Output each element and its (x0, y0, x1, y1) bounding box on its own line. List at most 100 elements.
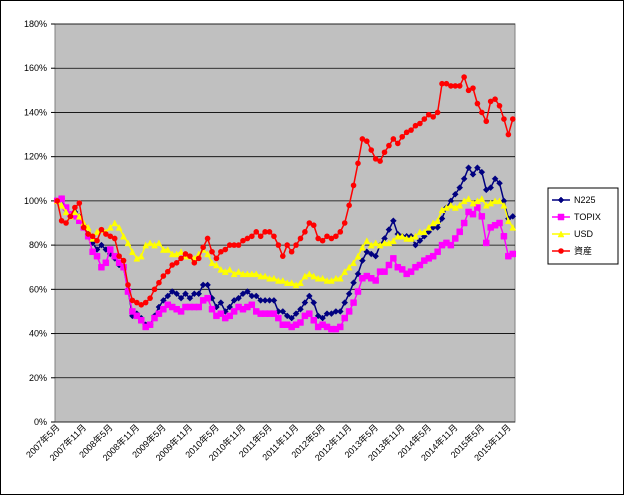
point (350, 299, 357, 306)
point (94, 237, 100, 244)
y-tick-label: 180% (24, 19, 47, 29)
point (417, 120, 423, 127)
point (345, 263, 353, 271)
point (138, 302, 145, 308)
point (385, 226, 393, 233)
point (134, 299, 140, 306)
point (293, 242, 299, 248)
point (218, 248, 224, 255)
point (168, 288, 176, 295)
point (208, 259, 216, 267)
point (465, 195, 472, 202)
point (345, 308, 353, 315)
point (425, 223, 433, 231)
point (261, 297, 269, 304)
point (195, 303, 202, 311)
point (310, 222, 317, 229)
point (243, 270, 251, 278)
point (500, 201, 508, 209)
point (324, 233, 330, 240)
point (310, 299, 318, 306)
point (138, 317, 145, 324)
point (195, 290, 203, 298)
point (478, 168, 486, 176)
point (315, 235, 321, 242)
y-tick-label: 0% (34, 417, 47, 427)
point (142, 299, 149, 306)
point (310, 272, 318, 280)
point (403, 234, 411, 242)
point (164, 292, 172, 300)
point (279, 276, 287, 284)
point (478, 195, 486, 202)
point (368, 147, 375, 153)
point (438, 206, 446, 213)
point (67, 213, 74, 220)
point (408, 127, 414, 133)
point (103, 231, 109, 237)
point (177, 248, 185, 255)
point (283, 312, 291, 320)
point (381, 149, 388, 156)
point (310, 317, 317, 324)
point (443, 80, 450, 87)
point (187, 253, 193, 259)
point (284, 242, 291, 248)
point (209, 248, 215, 255)
point (226, 265, 234, 273)
point (482, 201, 490, 209)
point (448, 83, 454, 89)
point (473, 197, 481, 205)
point (491, 197, 499, 205)
point (142, 241, 150, 249)
point (336, 308, 344, 315)
point (447, 241, 455, 249)
point (336, 274, 344, 282)
point (62, 208, 70, 216)
point (332, 274, 340, 282)
y-tick-label: 120% (24, 152, 47, 162)
point (487, 98, 494, 105)
point (504, 217, 512, 225)
point (297, 235, 304, 242)
y-tick-label: 60% (29, 284, 47, 294)
point (456, 83, 463, 89)
point (470, 85, 476, 91)
point (456, 228, 463, 236)
point (491, 175, 499, 183)
point (341, 220, 348, 226)
point (487, 184, 495, 191)
point (120, 257, 127, 264)
point (266, 297, 273, 304)
point (469, 210, 477, 218)
point (399, 133, 406, 140)
point (80, 224, 87, 231)
point (372, 252, 380, 260)
point (350, 182, 357, 189)
point (465, 87, 472, 94)
point (226, 242, 233, 248)
point (93, 252, 101, 260)
point (274, 276, 282, 284)
point (452, 83, 459, 89)
point (460, 219, 468, 227)
legend-marker (557, 196, 565, 204)
point (151, 286, 158, 293)
point (230, 297, 238, 304)
point (252, 292, 260, 300)
point (377, 158, 383, 164)
point (147, 295, 153, 301)
point (151, 241, 158, 249)
point (306, 220, 313, 226)
point (248, 270, 256, 278)
point (346, 202, 352, 209)
point (156, 279, 162, 286)
point (328, 235, 335, 242)
point (235, 268, 242, 275)
point (133, 254, 141, 262)
point (416, 228, 424, 236)
point (367, 250, 375, 258)
point (217, 265, 225, 273)
point (230, 270, 238, 278)
point (279, 308, 287, 315)
